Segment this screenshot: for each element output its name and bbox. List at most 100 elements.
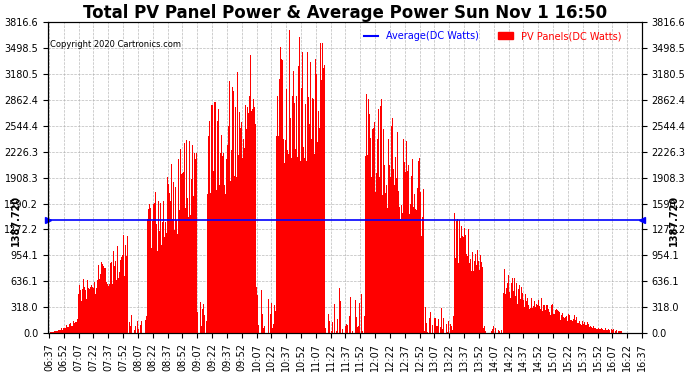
Bar <box>246 129 247 333</box>
Bar <box>206 194 208 333</box>
Bar <box>546 305 548 333</box>
Bar <box>506 288 507 333</box>
Bar <box>608 329 609 333</box>
Bar <box>600 328 601 333</box>
Bar <box>288 30 290 333</box>
Bar <box>523 300 524 333</box>
Bar <box>525 294 526 333</box>
Bar <box>285 140 286 333</box>
Bar <box>238 155 239 333</box>
Bar <box>529 309 530 333</box>
Bar <box>551 304 553 333</box>
Bar <box>195 159 196 333</box>
Bar <box>94 282 95 333</box>
Bar <box>549 315 551 333</box>
Bar <box>336 331 337 333</box>
Bar <box>562 313 564 333</box>
Bar <box>281 59 282 333</box>
Bar <box>311 139 313 333</box>
Bar <box>534 301 535 333</box>
Bar <box>391 126 393 333</box>
Bar <box>415 210 416 333</box>
Bar <box>429 318 430 333</box>
Bar <box>364 316 365 333</box>
Bar <box>370 138 371 333</box>
Bar <box>149 204 150 333</box>
Bar <box>356 316 357 333</box>
Bar <box>292 96 293 333</box>
Bar <box>194 153 195 333</box>
Bar <box>537 305 538 333</box>
Bar <box>584 322 585 333</box>
Bar <box>361 294 362 333</box>
Bar <box>59 330 60 333</box>
Bar <box>252 108 253 333</box>
Bar <box>222 156 224 333</box>
Bar <box>602 329 603 333</box>
Bar <box>621 331 622 333</box>
Bar <box>176 220 177 333</box>
Bar <box>57 331 59 333</box>
Bar <box>388 140 389 333</box>
Bar <box>328 314 329 333</box>
Bar <box>279 48 281 333</box>
Bar <box>425 307 426 333</box>
Bar <box>159 231 160 333</box>
Bar <box>591 327 592 333</box>
Bar <box>119 260 121 333</box>
Bar <box>83 279 84 333</box>
Title: Total PV Panel Power & Average Power Sun Nov 1 16:50: Total PV Panel Power & Average Power Sun… <box>83 4 607 22</box>
Bar <box>406 141 407 333</box>
Bar <box>268 299 269 333</box>
Bar <box>100 274 101 333</box>
Bar <box>318 111 319 333</box>
Bar <box>263 328 264 333</box>
Bar <box>167 177 168 333</box>
Bar <box>435 318 436 333</box>
Bar <box>116 280 117 333</box>
Bar <box>111 262 112 333</box>
Bar <box>187 198 188 333</box>
Bar <box>189 141 190 333</box>
Bar <box>55 332 57 333</box>
Bar <box>255 124 256 333</box>
Bar <box>204 315 205 333</box>
Bar <box>365 156 366 333</box>
Bar <box>538 300 539 333</box>
Bar <box>402 213 404 333</box>
Bar <box>293 70 294 333</box>
Bar <box>178 159 179 333</box>
Bar <box>510 298 511 333</box>
Bar <box>302 79 304 333</box>
Bar <box>509 292 510 333</box>
Bar <box>148 209 149 333</box>
Bar <box>243 139 244 333</box>
Bar <box>78 294 79 333</box>
Bar <box>507 283 508 333</box>
Bar <box>258 325 259 333</box>
Bar <box>409 214 411 333</box>
Bar <box>81 301 82 333</box>
Bar <box>587 322 588 333</box>
Bar <box>485 331 486 333</box>
Bar <box>172 219 173 333</box>
Bar <box>605 328 606 333</box>
Bar <box>493 326 494 333</box>
Bar <box>607 330 608 333</box>
Bar <box>381 99 382 333</box>
Bar <box>452 330 453 333</box>
Bar <box>480 255 482 333</box>
Bar <box>322 43 323 333</box>
Bar <box>512 278 513 333</box>
Bar <box>275 311 276 333</box>
Bar <box>158 201 159 333</box>
Bar <box>182 173 183 333</box>
Bar <box>414 194 415 333</box>
Bar <box>50 332 52 333</box>
Bar <box>329 321 331 333</box>
Bar <box>451 326 452 333</box>
Bar <box>412 159 413 333</box>
Bar <box>93 288 94 333</box>
Bar <box>612 330 613 333</box>
Bar <box>332 322 333 333</box>
